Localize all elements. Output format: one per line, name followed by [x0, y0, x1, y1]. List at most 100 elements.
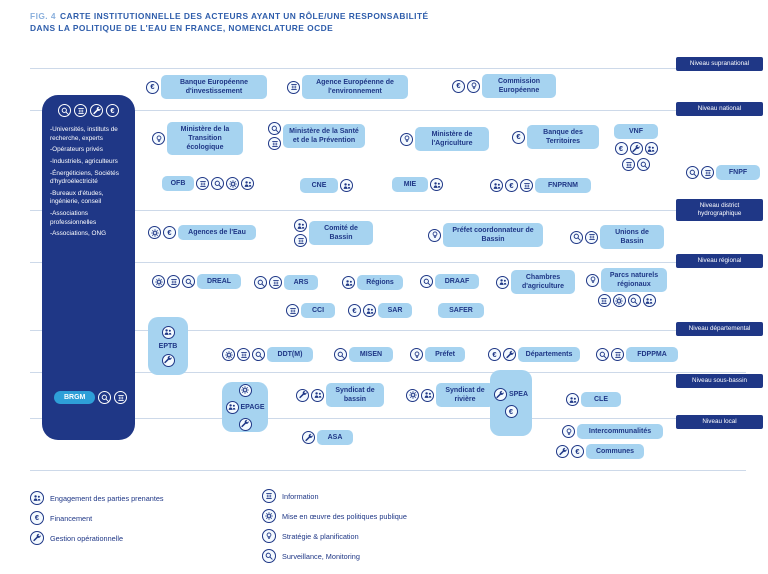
engagement-icon — [30, 491, 44, 505]
actor-box: BRGM — [54, 391, 96, 404]
legend-item-surveillance: Surveillance, Monitoring — [262, 549, 360, 563]
gestion-icon — [296, 388, 309, 402]
mise-en-oeuvre-icon — [226, 177, 239, 191]
actor-box: Agences de l'Eau — [178, 225, 256, 241]
surveillance-icon — [254, 276, 267, 290]
surveillance-icon — [570, 230, 583, 244]
financement-icon: € — [163, 226, 176, 240]
mise-en-oeuvre-icon — [238, 383, 252, 397]
actor-chambres-agriculture: Chambres d'agriculture — [496, 270, 575, 295]
actor-box: Départements — [518, 347, 580, 363]
actor-box: FNPRNM — [535, 178, 591, 194]
gestion-icon — [556, 445, 569, 459]
actor-box: Préfet coordonnateur de Bassin — [443, 223, 543, 248]
information-icon — [287, 80, 300, 94]
actor-box: EPAGE — [240, 403, 265, 411]
actor-box: Unions de Bassin — [600, 225, 664, 250]
actor-asa: ASA — [302, 430, 353, 446]
surveillance-icon — [262, 549, 276, 563]
actor-box: Intercommunalités — [577, 424, 663, 440]
actor-prefet-bassin: Préfet coordonnateur de Bassin — [428, 223, 543, 248]
actor-box: Commission Européenne — [482, 74, 556, 99]
legend-label: Financement — [50, 513, 93, 523]
engagement-icon — [294, 219, 307, 232]
stakeholders-panel-icons: € — [50, 104, 127, 117]
actor-banque-territoires: € Banque des Territoires — [512, 125, 599, 150]
engagement-icon — [430, 178, 443, 192]
financement-icon: € — [504, 405, 518, 418]
actor-eptb: EPTB — [148, 317, 188, 375]
actor-misen: MISEN — [334, 347, 393, 363]
gestion-icon — [238, 417, 252, 431]
gestion-icon — [302, 431, 315, 445]
strategie-icon — [410, 348, 423, 362]
level-separator — [30, 418, 746, 419]
information-icon — [196, 177, 209, 191]
panel-item: -Associations professionnelles — [50, 210, 97, 226]
level-label-sous-bassin: Niveau sous-bassin — [676, 374, 763, 388]
actor-ministere-agriculture: Ministère de l'Agriculture — [400, 127, 489, 152]
legend-label: Gestion opérationnelle — [50, 533, 124, 543]
actor-box: Comité de Bassin — [309, 220, 373, 246]
surveillance-icon — [334, 348, 347, 362]
engagement-icon — [161, 325, 175, 339]
figure-title: FIG. 4 CARTE INSTITUTIONNELLE DES ACTEURS… — [30, 10, 429, 34]
actor-comite-bassin: Comité de Bassin — [294, 219, 373, 247]
actor-mie: MIE — [392, 177, 443, 193]
surveillance-icon — [637, 158, 650, 172]
actor-box: Régions — [357, 275, 403, 291]
actor-unions-bassin: Unions de Bassin — [570, 225, 664, 250]
actor-cci: CCI — [286, 303, 335, 319]
panel-item: -Énergéticiens, Sociétés d'hydroélectric… — [50, 169, 119, 186]
information-icon — [114, 391, 128, 404]
strategie-icon — [152, 132, 165, 146]
mise-en-oeuvre-icon — [222, 348, 235, 362]
actor-commission: € Commission Européenne — [452, 74, 556, 99]
financement-icon: € — [614, 142, 628, 156]
financement-icon: € — [452, 79, 465, 93]
level-label-departemental: Niveau départemental — [676, 322, 763, 336]
actor-box: ASA — [317, 430, 353, 446]
legend-label: Surveillance, Monitoring — [282, 551, 360, 561]
engagement-icon — [241, 177, 254, 191]
actor-box: Chambres d'agriculture — [511, 270, 575, 295]
surveillance-icon — [211, 177, 224, 191]
information-icon — [611, 348, 624, 362]
strategie-icon — [400, 132, 413, 146]
engagement-icon — [311, 388, 324, 402]
actor-bei: € Banque Européenne d'investissement — [146, 75, 267, 100]
actor-ministere-sante: Ministère de la Santé et de la Préventio… — [268, 122, 365, 150]
panel-item: -Industriels, agriculteurs — [50, 157, 118, 165]
actor-ministere-transition: Ministère de la Transition écologique — [152, 122, 243, 156]
actor-safer: SAFER — [438, 303, 484, 319]
surveillance-icon — [627, 294, 641, 308]
actor-agences-eau: € Agences de l'Eau — [148, 225, 256, 241]
engagement-icon — [644, 142, 658, 156]
actor-dreal: DREAL — [152, 274, 241, 290]
actor-departements: € Départements — [488, 347, 580, 363]
financement-icon: € — [512, 130, 525, 144]
information-icon — [237, 348, 250, 362]
actor-box: DDT(M) — [267, 347, 313, 363]
surveillance-icon — [98, 391, 112, 404]
actor-box: ARS — [284, 275, 318, 291]
information-icon — [74, 104, 87, 117]
legend-label: Stratégie & planification — [282, 531, 359, 541]
engagement-icon — [363, 304, 376, 318]
actor-box: FDPPMA — [626, 347, 678, 363]
information-icon — [701, 166, 714, 180]
actor-box: Syndicat de rivière — [436, 383, 494, 408]
level-separator — [30, 262, 746, 263]
panel-item: -Associations, ONG — [50, 230, 107, 238]
actor-box: Ministère de la Santé et de la Préventio… — [283, 123, 365, 149]
information-icon — [597, 294, 611, 308]
actor-fnprnm: € FNPRNM — [490, 178, 591, 194]
actor-box: Banque Européenne d'investissement — [161, 75, 267, 100]
actor-regions: Régions — [342, 275, 403, 291]
strategie-icon — [262, 529, 276, 543]
level-separator — [30, 68, 746, 69]
engagement-icon — [490, 179, 503, 193]
surveillance-icon — [420, 275, 433, 289]
actor-parcs: Parcs naturels régionaux — [586, 268, 667, 308]
